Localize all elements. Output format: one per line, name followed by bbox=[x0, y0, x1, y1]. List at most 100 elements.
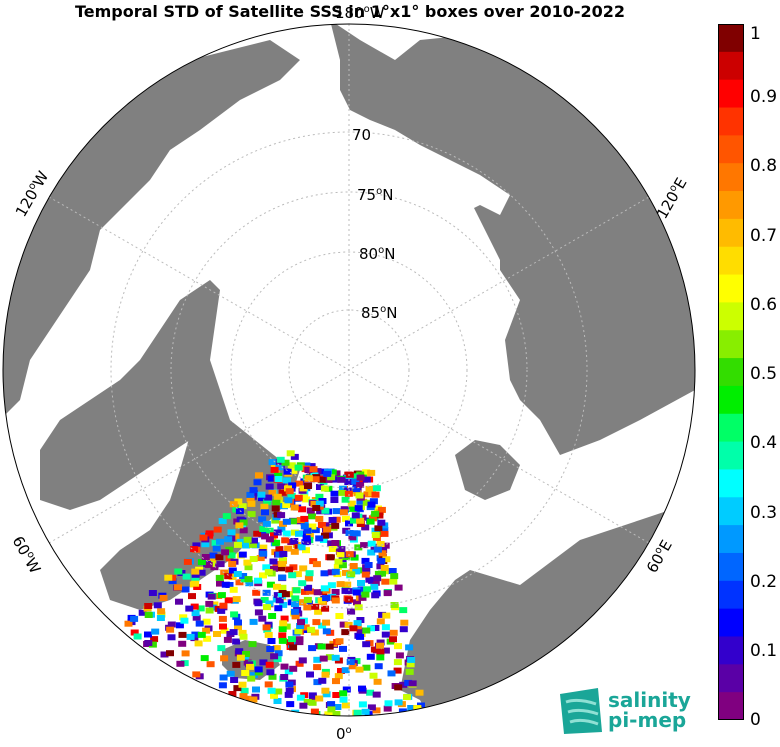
sss-cell bbox=[246, 663, 254, 670]
sss-cell bbox=[387, 670, 396, 677]
sss-cell bbox=[210, 564, 219, 571]
sss-cell bbox=[382, 556, 391, 563]
sss-cell bbox=[358, 514, 367, 521]
colorbar-tick: 0.4 bbox=[750, 433, 778, 453]
sss-cell bbox=[275, 546, 284, 553]
sss-cell bbox=[308, 523, 317, 530]
sss-cell bbox=[227, 552, 236, 559]
sss-cell bbox=[339, 485, 347, 492]
sss-cell bbox=[191, 580, 200, 587]
sss-cell bbox=[176, 660, 185, 667]
sss-cell bbox=[151, 628, 160, 635]
sss-cell bbox=[227, 529, 236, 536]
sss-cell bbox=[304, 575, 313, 582]
sss-cell bbox=[313, 656, 322, 663]
sss-cell bbox=[197, 559, 206, 566]
sss-cell bbox=[356, 474, 365, 481]
sss-cell bbox=[335, 638, 344, 645]
sss-cell bbox=[354, 505, 363, 512]
sss-cell bbox=[298, 580, 307, 587]
sss-cell bbox=[377, 557, 386, 564]
sss-cell bbox=[225, 546, 234, 553]
sss-cell bbox=[367, 704, 376, 711]
sss-cell bbox=[285, 681, 294, 688]
sss-cell bbox=[232, 596, 241, 603]
sss-cell bbox=[144, 640, 153, 646]
sss-cell bbox=[268, 459, 277, 466]
sss-cell bbox=[321, 532, 329, 539]
sss-cell bbox=[303, 699, 312, 705]
sss-cell bbox=[337, 476, 346, 483]
sss-cell bbox=[215, 574, 224, 581]
sss-cell bbox=[278, 489, 287, 496]
sss-cells bbox=[124, 450, 425, 716]
graticule bbox=[48, 24, 650, 716]
sss-cell bbox=[371, 532, 380, 538]
sss-cell bbox=[362, 568, 371, 575]
sss-cell bbox=[226, 670, 235, 677]
sss-cell bbox=[371, 491, 380, 498]
sss-cell bbox=[381, 624, 390, 631]
colorbar-segment bbox=[718, 497, 744, 526]
colorbar-tick: 1 bbox=[750, 24, 761, 44]
sss-cell bbox=[366, 653, 375, 660]
sss-cell bbox=[246, 491, 255, 498]
sss-cell bbox=[191, 575, 200, 582]
sss-cell bbox=[278, 560, 287, 567]
colorbar-tick: 0.1 bbox=[750, 641, 778, 661]
colorbar-frame bbox=[718, 24, 744, 720]
sss-cell bbox=[348, 663, 357, 670]
sss-cell bbox=[332, 516, 341, 523]
sss-cell bbox=[279, 551, 288, 557]
sss-cell bbox=[241, 670, 250, 676]
sss-cell bbox=[367, 549, 376, 556]
sss-cell bbox=[365, 485, 374, 492]
sss-cell bbox=[347, 500, 356, 507]
sss-cell bbox=[331, 597, 340, 604]
sss-cell bbox=[275, 597, 284, 604]
sss-cell bbox=[326, 554, 335, 561]
sss-cell bbox=[270, 565, 278, 572]
sss-cell bbox=[356, 482, 365, 488]
sss-cell bbox=[342, 686, 351, 693]
sss-cell bbox=[337, 668, 345, 674]
sss-cell bbox=[312, 619, 321, 626]
sss-cell bbox=[286, 450, 295, 457]
sss-cell bbox=[394, 643, 402, 650]
sss-cell bbox=[313, 664, 322, 671]
sss-cell bbox=[393, 659, 402, 666]
sss-cell bbox=[274, 605, 283, 612]
sss-cell bbox=[167, 634, 176, 641]
sss-cell bbox=[376, 642, 384, 649]
sss-cell bbox=[281, 591, 290, 598]
sss-cell bbox=[325, 643, 334, 650]
sss-cell bbox=[295, 639, 304, 646]
sss-cell bbox=[195, 620, 204, 627]
sss-cell bbox=[403, 694, 411, 701]
colorbar-segment bbox=[718, 135, 744, 164]
sss-cell bbox=[211, 540, 220, 547]
sss-cell bbox=[230, 677, 239, 683]
sss-cell bbox=[347, 571, 356, 578]
sss-cell bbox=[247, 500, 256, 507]
sss-cell bbox=[213, 526, 222, 533]
sss-cell bbox=[362, 476, 371, 483]
sss-cell bbox=[157, 611, 166, 618]
sss-cell bbox=[179, 614, 188, 621]
sss-cell bbox=[390, 602, 399, 608]
sss-cell bbox=[289, 665, 298, 672]
sss-cell bbox=[304, 600, 313, 607]
sss-cell bbox=[363, 586, 372, 593]
sss-cell bbox=[327, 474, 336, 481]
sss-cell bbox=[338, 562, 347, 569]
sss-cell bbox=[203, 635, 212, 642]
sss-cell bbox=[302, 535, 311, 542]
sss-cell bbox=[238, 551, 247, 558]
sss-cell bbox=[373, 575, 382, 582]
sss-cell bbox=[144, 631, 152, 638]
sss-cell bbox=[221, 549, 230, 556]
sss-cell bbox=[389, 629, 398, 636]
sss-cell bbox=[197, 569, 206, 576]
sss-cell bbox=[247, 511, 256, 518]
sss-cell bbox=[235, 522, 244, 529]
